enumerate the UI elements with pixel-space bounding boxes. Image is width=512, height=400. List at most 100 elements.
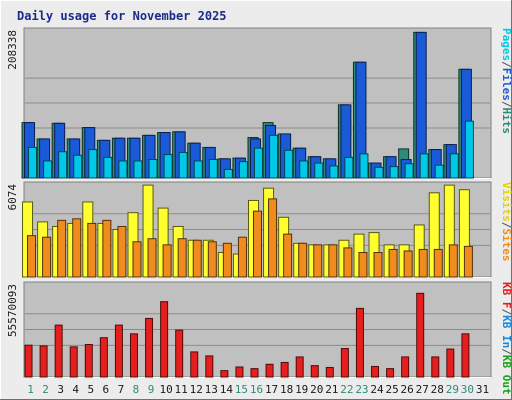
- day-tick-27: 27: [416, 383, 429, 396]
- bar-kb-f-11: [175, 329, 184, 378]
- bar-sites-22: [343, 247, 353, 278]
- bar-pages-22: [344, 156, 354, 179]
- bar-sites-6: [102, 219, 112, 278]
- bar-kb-f-24: [371, 365, 380, 378]
- bar-kb-f-5: [84, 344, 93, 378]
- bar-pages-5: [88, 149, 98, 179]
- bar-kb-f-8: [129, 333, 138, 378]
- bar-kb-f-15: [235, 366, 244, 378]
- bar-sites-13: [207, 241, 217, 278]
- bar-pages-1: [28, 146, 38, 179]
- bar-sites-14: [222, 242, 232, 278]
- day-tick-11: 11: [175, 383, 188, 396]
- bar-pages-23: [359, 153, 369, 179]
- series-axis-label: Visits/Sites: [500, 182, 512, 262]
- bar-pages-24: [374, 166, 384, 179]
- bar-sites-26: [403, 250, 413, 278]
- bar-kb-f-17: [265, 363, 274, 378]
- day-tick-28: 28: [431, 383, 444, 396]
- day-tick-2: 2: [42, 383, 49, 396]
- bar-sites-21: [328, 244, 338, 278]
- bar-kb-f-23: [355, 307, 364, 378]
- day-tick-5: 5: [87, 383, 94, 396]
- bar-kb-f-29: [446, 348, 455, 378]
- bar-sites-15: [237, 236, 247, 278]
- day-tick-22: 22: [340, 383, 353, 396]
- bar-pages-27: [419, 153, 429, 179]
- day-tick-25: 25: [385, 383, 398, 396]
- bar-pages-15: [238, 161, 248, 179]
- bar-kb-f-25: [386, 368, 395, 378]
- bar-sites-4: [72, 218, 82, 278]
- bar-sites-2: [42, 236, 52, 278]
- series-axis-label-part: /: [500, 101, 512, 108]
- series-axis-label-part: Sites: [500, 228, 512, 261]
- series-axis-label-part: /: [500, 309, 512, 316]
- day-tick-15: 15: [235, 383, 248, 396]
- series-axis-label: KB F/KB In/KB Out: [500, 282, 512, 395]
- bar-sites-29: [448, 244, 458, 278]
- day-tick-23: 23: [355, 383, 368, 396]
- bar-sites-23: [358, 252, 368, 278]
- bar-pages-10: [163, 154, 173, 179]
- day-tick-31: 31: [476, 383, 489, 396]
- bar-pages-9: [148, 159, 158, 179]
- day-tick-16: 16: [250, 383, 263, 396]
- day-tick-18: 18: [280, 383, 293, 396]
- day-tick-29: 29: [446, 383, 459, 396]
- bar-kb-f-28: [431, 356, 440, 378]
- bar-pages-20: [314, 162, 324, 179]
- bar-sites-10: [162, 244, 172, 278]
- y-max-label: 55570093: [6, 284, 19, 337]
- bar-kb-f-20: [310, 365, 319, 378]
- kbytes-panel: 55570093 KB F/KB In/KB Out: [6, 281, 512, 395]
- bar-sites-11: [177, 238, 187, 278]
- bar-pages-12: [193, 160, 203, 179]
- bar-pages-30: [464, 120, 474, 179]
- day-tick-21: 21: [325, 383, 338, 396]
- bar-sites-20: [313, 244, 323, 278]
- bar-sites-18: [283, 233, 293, 278]
- bar-pages-18: [284, 149, 294, 179]
- day-tick-7: 7: [118, 383, 125, 396]
- bar-sites-7: [117, 225, 127, 278]
- bar-pages-6: [103, 156, 113, 179]
- bar-sites-25: [388, 248, 398, 278]
- series-axis-label-part: Hits: [500, 108, 512, 135]
- series-axis-label-part: /: [500, 348, 512, 355]
- bar-kb-f-12: [190, 351, 199, 378]
- y-max-label: 208338: [6, 30, 19, 70]
- bar-pages-17: [269, 134, 279, 179]
- bar-pages-3: [58, 151, 68, 179]
- hits-files-pages-panel: 208338 Pages/Files/Hits: [6, 27, 512, 179]
- y-max-label: 6074: [6, 184, 19, 211]
- bar-sites-3: [57, 219, 67, 278]
- bar-kb-f-9: [145, 317, 154, 378]
- day-tick-19: 19: [295, 383, 308, 396]
- day-tick-9: 9: [148, 383, 155, 396]
- day-tick-24: 24: [370, 383, 384, 396]
- day-tick-13: 13: [205, 383, 218, 396]
- bar-kb-f-18: [280, 361, 289, 378]
- series-axis-label-part: KB In: [500, 315, 512, 348]
- day-tick-6: 6: [103, 383, 110, 396]
- bar-sites-27: [418, 248, 428, 278]
- bar-pages-14: [223, 168, 233, 179]
- day-tick-14: 14: [220, 383, 234, 396]
- day-tick-labels: 1 2 3 4 5 6 7 8 9 10 11 12 13 14 15 16 17 18 19 20 21 22 23 24 2…: [27, 383, 489, 396]
- bar-kb-f-7: [114, 324, 123, 378]
- bar-pages-7: [118, 160, 128, 179]
- bar-sites-24: [373, 252, 383, 278]
- day-tick-8: 8: [133, 383, 140, 396]
- bar-kb-f-4: [69, 346, 78, 378]
- bar-kb-f-26: [401, 356, 410, 378]
- day-tick-26: 26: [401, 383, 414, 396]
- series-axis-label-part: Files: [500, 68, 512, 101]
- bar-sites-8: [132, 241, 142, 278]
- bar-sites-19: [298, 242, 308, 278]
- series-axis-label-part: Pages: [500, 28, 512, 61]
- bar-sites-16: [253, 210, 262, 278]
- bar-sites-9: [147, 238, 157, 278]
- series-axis-label-part: KB Out: [500, 355, 512, 395]
